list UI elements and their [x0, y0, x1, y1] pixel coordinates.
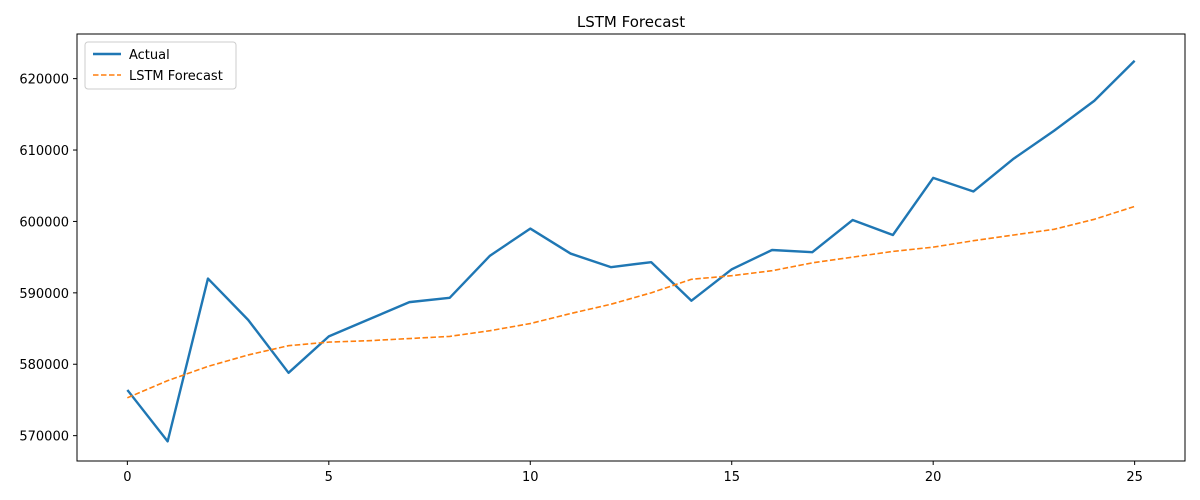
series-line-lstm-forecast	[127, 205, 1135, 399]
legend-label: Actual	[129, 48, 170, 63]
y-tick-label: 570000	[19, 430, 69, 445]
y-tick-label: 620000	[19, 73, 69, 88]
y-tick-label: 610000	[19, 144, 69, 159]
series-line-actual	[126, 59, 1136, 443]
y-tick-label: 580000	[19, 358, 69, 373]
legend-label: LSTM Forecast	[129, 69, 223, 84]
x-tick-label: 0	[123, 470, 131, 485]
x-tick-label: 20	[925, 470, 942, 485]
y-tick-label: 590000	[19, 287, 69, 302]
x-tick-label: 5	[325, 470, 333, 485]
chart-title: LSTM Forecast	[577, 13, 685, 31]
x-tick-label: 15	[723, 470, 740, 485]
y-tick-label: 600000	[19, 215, 69, 230]
x-tick-label: 10	[522, 470, 539, 485]
y-axis: 570000 580000 590000 600000 610000 620000	[19, 73, 77, 445]
legend-box	[84, 41, 237, 90]
plot-area	[76, 33, 1186, 462]
series-layer	[126, 59, 1136, 443]
legend: Actual LSTM Forecast	[84, 41, 237, 90]
x-axis: 0 5 10 15 20 25	[123, 461, 1143, 485]
x-tick-label: 25	[1126, 470, 1143, 485]
